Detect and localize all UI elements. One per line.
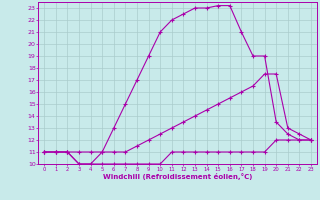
X-axis label: Windchill (Refroidissement éolien,°C): Windchill (Refroidissement éolien,°C)	[103, 173, 252, 180]
